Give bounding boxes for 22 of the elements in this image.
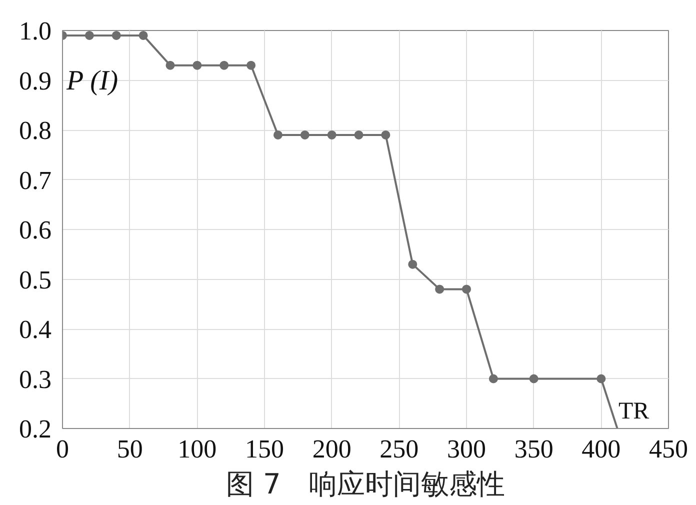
x-tick-label: 300 — [447, 434, 486, 464]
y-tick-label: 0.7 — [19, 166, 52, 195]
y-tick-label: 0.9 — [19, 66, 52, 96]
x-tick-label: 450 — [649, 434, 688, 464]
x-tick-label: 200 — [312, 434, 352, 464]
x-tick-label: 250 — [380, 434, 419, 464]
y-tick-label: 0.2 — [19, 414, 52, 444]
y-tick-label: 0.4 — [19, 315, 52, 344]
x-tick-label: 400 — [582, 434, 621, 464]
x-tick-label: 150 — [245, 434, 284, 464]
text: 图 7 响应时间敏感性 — [226, 468, 505, 500]
y-tick-label: 1.0 — [19, 16, 52, 46]
y-tick-label: 0.8 — [19, 116, 52, 145]
x-tick-label: 0 — [56, 434, 69, 464]
x-tick-label: 350 — [514, 434, 554, 464]
x-tick-label: 100 — [178, 434, 217, 464]
x-axis-title: TR — [618, 398, 650, 424]
x-tick-label: 50 — [116, 434, 143, 464]
y-tick-label: 0.3 — [19, 364, 52, 394]
y-axis-title: P (I) — [66, 66, 118, 96]
y-tick-label: 0.6 — [19, 216, 52, 244]
y-tick-label: 0.5 — [19, 265, 52, 294]
